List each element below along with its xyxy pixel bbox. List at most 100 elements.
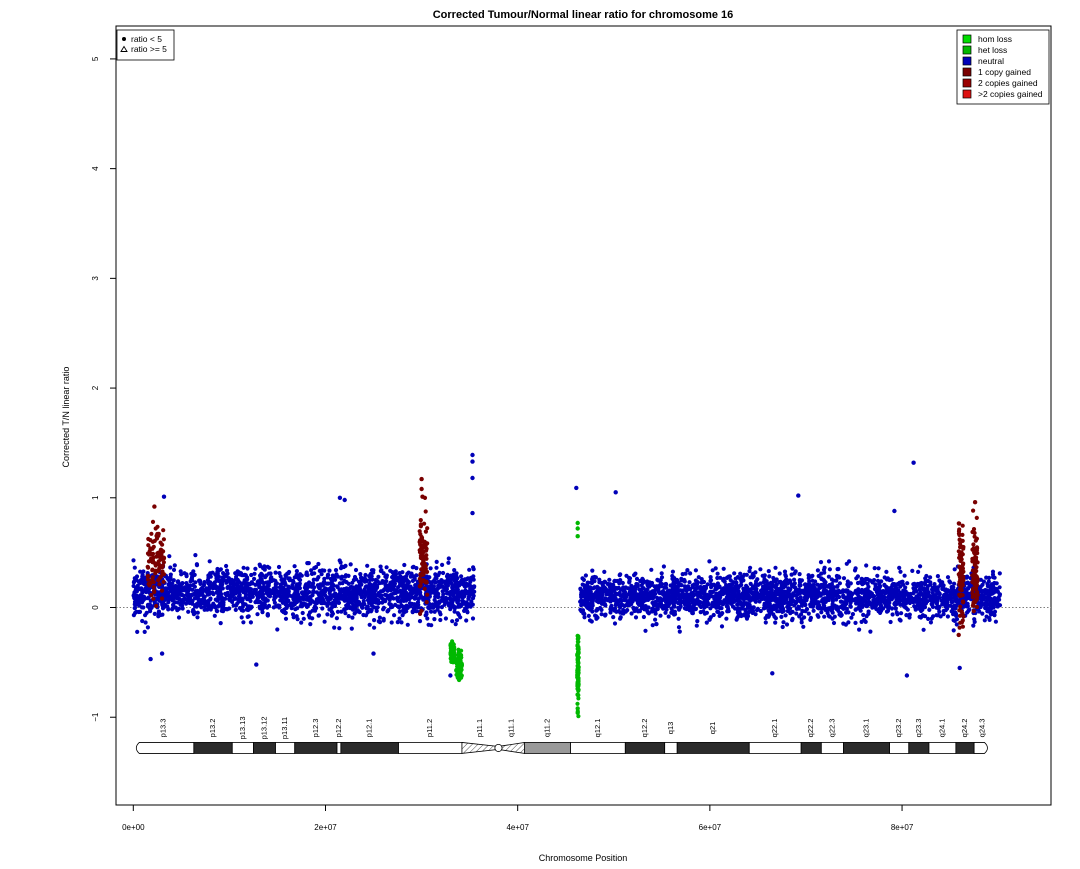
data-point (621, 608, 625, 612)
data-point (894, 594, 898, 598)
data-point (677, 617, 681, 621)
data-point (654, 622, 658, 626)
data-point (277, 605, 281, 609)
data-point (143, 630, 147, 634)
data-point (658, 596, 662, 600)
data-point (587, 614, 591, 618)
data-point (742, 587, 746, 591)
data-point (926, 617, 930, 621)
data-point (734, 586, 738, 590)
data-point (308, 599, 312, 603)
data-point (414, 573, 418, 577)
data-point (787, 607, 791, 611)
data-point (680, 589, 684, 593)
data-point (351, 593, 355, 597)
data-point (778, 571, 782, 575)
x-tick-label: 2e+07 (314, 823, 337, 832)
data-point (239, 599, 243, 603)
data-point (578, 587, 582, 591)
data-point (158, 566, 162, 570)
data-point (810, 597, 814, 601)
data-point (886, 595, 890, 599)
data-point (721, 578, 725, 582)
data-point (798, 584, 802, 588)
data-point (172, 568, 176, 572)
data-point (889, 586, 893, 590)
data-point (288, 578, 292, 582)
data-point (957, 532, 961, 536)
data-point (252, 577, 256, 581)
data-point-outlier (892, 509, 896, 513)
data-point (372, 618, 376, 622)
data-point (767, 569, 771, 573)
data-point (419, 518, 423, 522)
data-point (855, 592, 859, 596)
data-point (312, 585, 316, 589)
data-point (210, 591, 214, 595)
data-point (702, 585, 706, 589)
data-point (623, 590, 627, 594)
data-point (293, 575, 297, 579)
data-point (636, 582, 640, 586)
data-point (930, 588, 934, 592)
data-point (961, 600, 965, 604)
data-point (899, 611, 903, 615)
data-point (987, 576, 991, 580)
data-point (952, 610, 956, 614)
data-point (755, 577, 759, 581)
data-point (800, 578, 804, 582)
data-point (971, 509, 975, 513)
data-point (471, 616, 475, 620)
data-point (670, 577, 674, 581)
data-point (944, 608, 948, 612)
data-point (242, 566, 246, 570)
data-point (885, 610, 889, 614)
data-point (904, 606, 908, 610)
data-point (379, 569, 383, 573)
data-point (438, 618, 442, 622)
data-point (607, 578, 611, 582)
data-point (781, 620, 785, 624)
data-point (436, 573, 440, 577)
data-point (754, 583, 758, 587)
data-point (972, 546, 976, 550)
data-point (207, 582, 211, 586)
data-point (395, 578, 399, 582)
data-point (826, 607, 830, 611)
data-point (709, 578, 713, 582)
data-point (974, 569, 978, 573)
data-point (725, 597, 729, 601)
plot-frame (116, 26, 1051, 805)
data-point (465, 610, 469, 614)
data-point (796, 592, 800, 596)
data-point (692, 608, 696, 612)
data-point (384, 575, 388, 579)
data-point (940, 602, 944, 606)
data-point (245, 566, 249, 570)
data-point (919, 584, 923, 588)
data-point (305, 573, 309, 577)
data-point (463, 584, 467, 588)
data-point (158, 550, 162, 554)
data-point (258, 600, 262, 604)
data-point (650, 596, 654, 600)
data-point (457, 613, 461, 617)
data-point (716, 572, 720, 576)
data-point (323, 620, 327, 624)
data-point (930, 616, 934, 620)
data-point (137, 610, 141, 614)
data-point (364, 585, 368, 589)
data-point (421, 573, 425, 577)
data-point (301, 611, 305, 615)
data-point (180, 581, 184, 585)
data-point (601, 584, 605, 588)
data-point (147, 582, 151, 586)
data-point (581, 611, 585, 615)
data-point (889, 620, 893, 624)
data-point (146, 565, 150, 569)
data-point (450, 619, 454, 623)
data-point (194, 589, 198, 593)
data-point (370, 608, 374, 612)
data-point (879, 579, 883, 583)
data-point (267, 566, 271, 570)
